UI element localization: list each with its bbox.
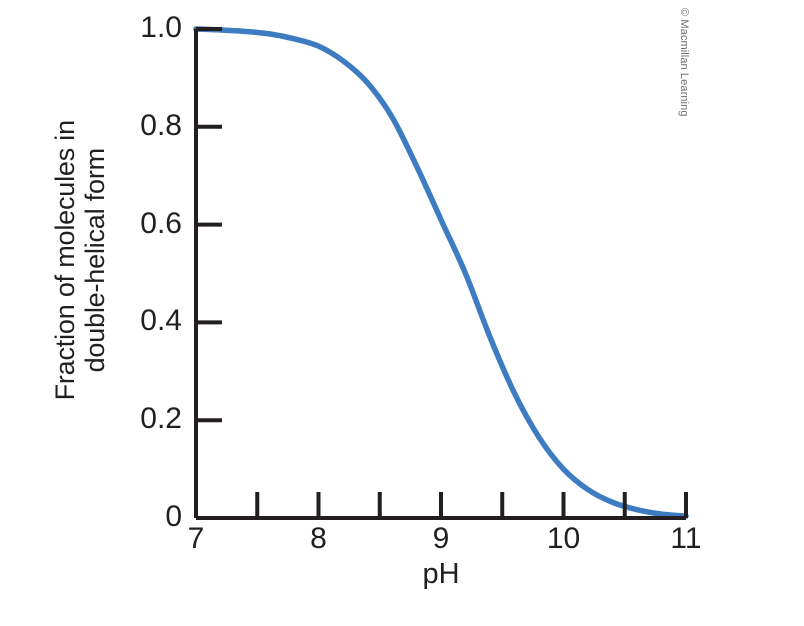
y-tick-label-0-8: 0.8 [140, 108, 182, 142]
y-axis-title: Fraction of molecules in double-helical … [50, 30, 110, 490]
x-tick-label-11: 11 [670, 522, 702, 555]
y-tick-label-0-2: 0.2 [140, 402, 182, 436]
x-axis-title: pH [422, 558, 460, 590]
y-tick-label-0-4: 0.4 [140, 304, 182, 338]
x-tick-label-9: 9 [432, 522, 450, 555]
y-tick-label-1: 1.0 [140, 11, 182, 44]
copyright-notice: © Macmillan Learning [678, 8, 690, 117]
denaturation-curve [193, 26, 689, 519]
y-tick-label-0: 0 [165, 500, 182, 533]
x-tick-label-8: 8 [310, 522, 327, 555]
x-tick-label-10: 10 [546, 522, 581, 555]
x-axis-ticks [255, 492, 688, 518]
y-tick-label-0-6: 0.6 [140, 206, 182, 240]
y-axis-ticks [196, 27, 222, 423]
y-axis-title-line-2: double-helical form [80, 148, 110, 373]
y-axis-tick-label-group: 0 0.2 0.4 0.6 0.8 1.0 [100, 0, 182, 626]
x-tick-label-7: 7 [187, 522, 205, 555]
y-axis-title-line-1: Fraction of molecules in [49, 120, 80, 401]
